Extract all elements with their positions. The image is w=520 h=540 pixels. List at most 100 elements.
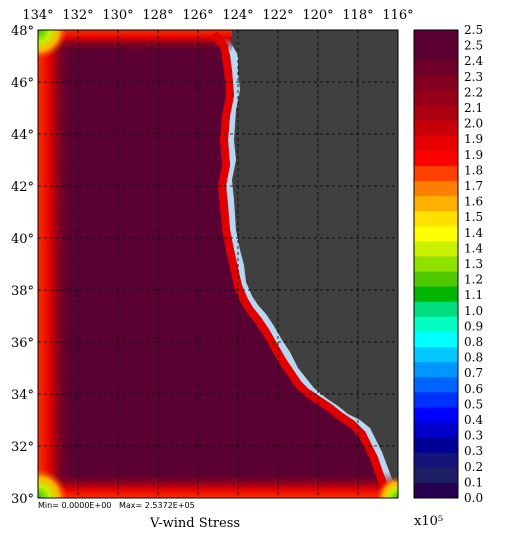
longitude-labels: 134° 132° 130° 128° 126° 124° 122° 120° 118° 116° [22, 8, 413, 23]
colorbar-swatch [414, 60, 458, 76]
colorbar-tick-label: 2.4 [464, 54, 483, 68]
ocean-data-field [38, 30, 392, 498]
colorbar-swatch [414, 392, 458, 408]
colorbar-swatch [414, 45, 458, 61]
latitude-labels: 48° 46° 44° 42° 40° 38° 36° 34° 32° 30° [11, 24, 34, 507]
colorbar-tick-label: 0.2 [464, 460, 483, 474]
colorbar-swatch [414, 196, 458, 212]
colorbar-tick-label: 1.9 [464, 132, 483, 146]
colorbar-swatch [414, 30, 458, 46]
corner-bottom-right [376, 476, 398, 498]
lat-label: 40° [11, 232, 34, 247]
colorbar-swatch [414, 452, 458, 469]
colorbar-tick-label: 0.6 [464, 382, 483, 396]
lon-label: 134° [22, 8, 53, 23]
colorbar-tick-label: 2.3 [464, 70, 483, 84]
lat-label: 38° [11, 284, 34, 299]
colorbar-swatch [414, 482, 458, 499]
colorbar-swatch [414, 422, 458, 439]
colorbar-swatch [414, 407, 458, 424]
lat-label: 36° [11, 336, 34, 351]
colorbar-tick-label: 2.5 [464, 39, 483, 53]
min-max-readout: Min= 0.0000E+00 Max= 2.5372E+05 [38, 501, 195, 510]
lon-label: 118° [342, 8, 373, 23]
colorbar-tick-label: 2.0 [464, 117, 483, 131]
colorbar-tick-label: 0.8 [464, 351, 483, 365]
map-title: V-wind Stress [150, 516, 241, 531]
lon-label: 116° [382, 8, 413, 23]
colorbar-tick-label: 1.0 [464, 304, 483, 318]
lon-label: 120° [302, 8, 333, 23]
colorbar-tick-label: 0.3 [464, 429, 483, 443]
map-frame [37, 29, 399, 499]
colorbar-swatch [414, 256, 458, 273]
colorbar [414, 30, 458, 499]
map-plot-area [38, 30, 398, 498]
lat-label: 42° [11, 180, 34, 195]
lon-label: 130° [102, 8, 133, 23]
lat-label: 48° [11, 24, 34, 39]
edge-bottom [38, 472, 392, 498]
colorbar-swatch [414, 362, 458, 378]
lat-label: 46° [11, 76, 34, 91]
colorbar-tick-label: 0.5 [464, 397, 483, 411]
colorbar-swatch [414, 180, 458, 197]
colorbar-swatch [414, 120, 458, 137]
colorbar-tick-label: 0.3 [464, 444, 483, 458]
lon-label: 122° [262, 8, 293, 23]
lat-label: 34° [11, 388, 34, 403]
colorbar-swatch [414, 150, 458, 167]
corner-bottom-left [38, 468, 68, 498]
colorbar-tick-label: 2.2 [464, 85, 483, 99]
colorbar-swatch [414, 271, 458, 288]
colorbar-labels: 2.52.52.42.32.22.12.01.91.91.81.71.61.51… [464, 23, 483, 505]
corner-top-left [38, 30, 68, 60]
colorbar-tick-label: 1.5 [464, 210, 483, 224]
colorbar-swatch [414, 347, 458, 363]
colorbar-tick-label: 1.4 [464, 241, 483, 255]
colorbar-swatch [414, 467, 458, 484]
grid-lines [38, 30, 398, 498]
colorbar-tick-label: 2.5 [464, 23, 483, 37]
colorbar-swatch [414, 377, 458, 393]
colorbar-tick-label: 0.8 [464, 335, 483, 349]
colorbar-tick-label: 0.0 [464, 491, 483, 505]
lat-label: 44° [11, 128, 34, 143]
lon-label: 128° [142, 8, 173, 23]
colorbar-tick-label: 1.8 [464, 163, 483, 177]
colorbar-swatch [414, 437, 458, 454]
colorbar-tick-label: 0.1 [464, 475, 483, 489]
lon-label: 124° [222, 8, 253, 23]
colorbar-swatch [414, 301, 458, 318]
colorbar-swatch [414, 75, 458, 91]
colorbar-swatch [414, 90, 458, 106]
colorbar-tick-label: 2.1 [464, 101, 483, 115]
colorbar-tick-label: 1.2 [464, 273, 483, 287]
colorbar-tick-label: 0.9 [464, 319, 483, 333]
lat-label: 32° [11, 440, 34, 455]
colorbar-scale-label: x10⁵ [414, 514, 444, 529]
lon-label: 126° [182, 8, 213, 23]
colorbar-tick-label: 1.9 [464, 148, 483, 162]
colorbar-swatch [414, 286, 458, 303]
lat-label: 30° [11, 492, 34, 507]
colorbar-swatch [414, 241, 458, 257]
colorbar-tick-label: 1.7 [464, 179, 483, 193]
colorbar-tick-label: 1.4 [464, 226, 483, 240]
colorbar-tick-label: 0.7 [464, 366, 483, 380]
colorbar-swatch [414, 165, 458, 182]
colorbar-frame [413, 29, 459, 499]
lon-label: 132° [62, 8, 93, 23]
colorbar-tick-label: 1.3 [464, 257, 483, 271]
colorbar-swatch [414, 211, 458, 227]
edge-top [38, 30, 232, 52]
colorbar-swatch [414, 135, 458, 152]
coast-edge-band [210, 31, 388, 488]
colorbar-tick-label: 1.1 [464, 288, 483, 302]
edge-left [38, 30, 72, 498]
colorbar-swatch [414, 331, 458, 348]
colorbar-tick-label: 0.4 [464, 413, 483, 427]
colorbar-swatch [414, 316, 458, 333]
colorbar-tick-label: 1.6 [464, 195, 483, 209]
